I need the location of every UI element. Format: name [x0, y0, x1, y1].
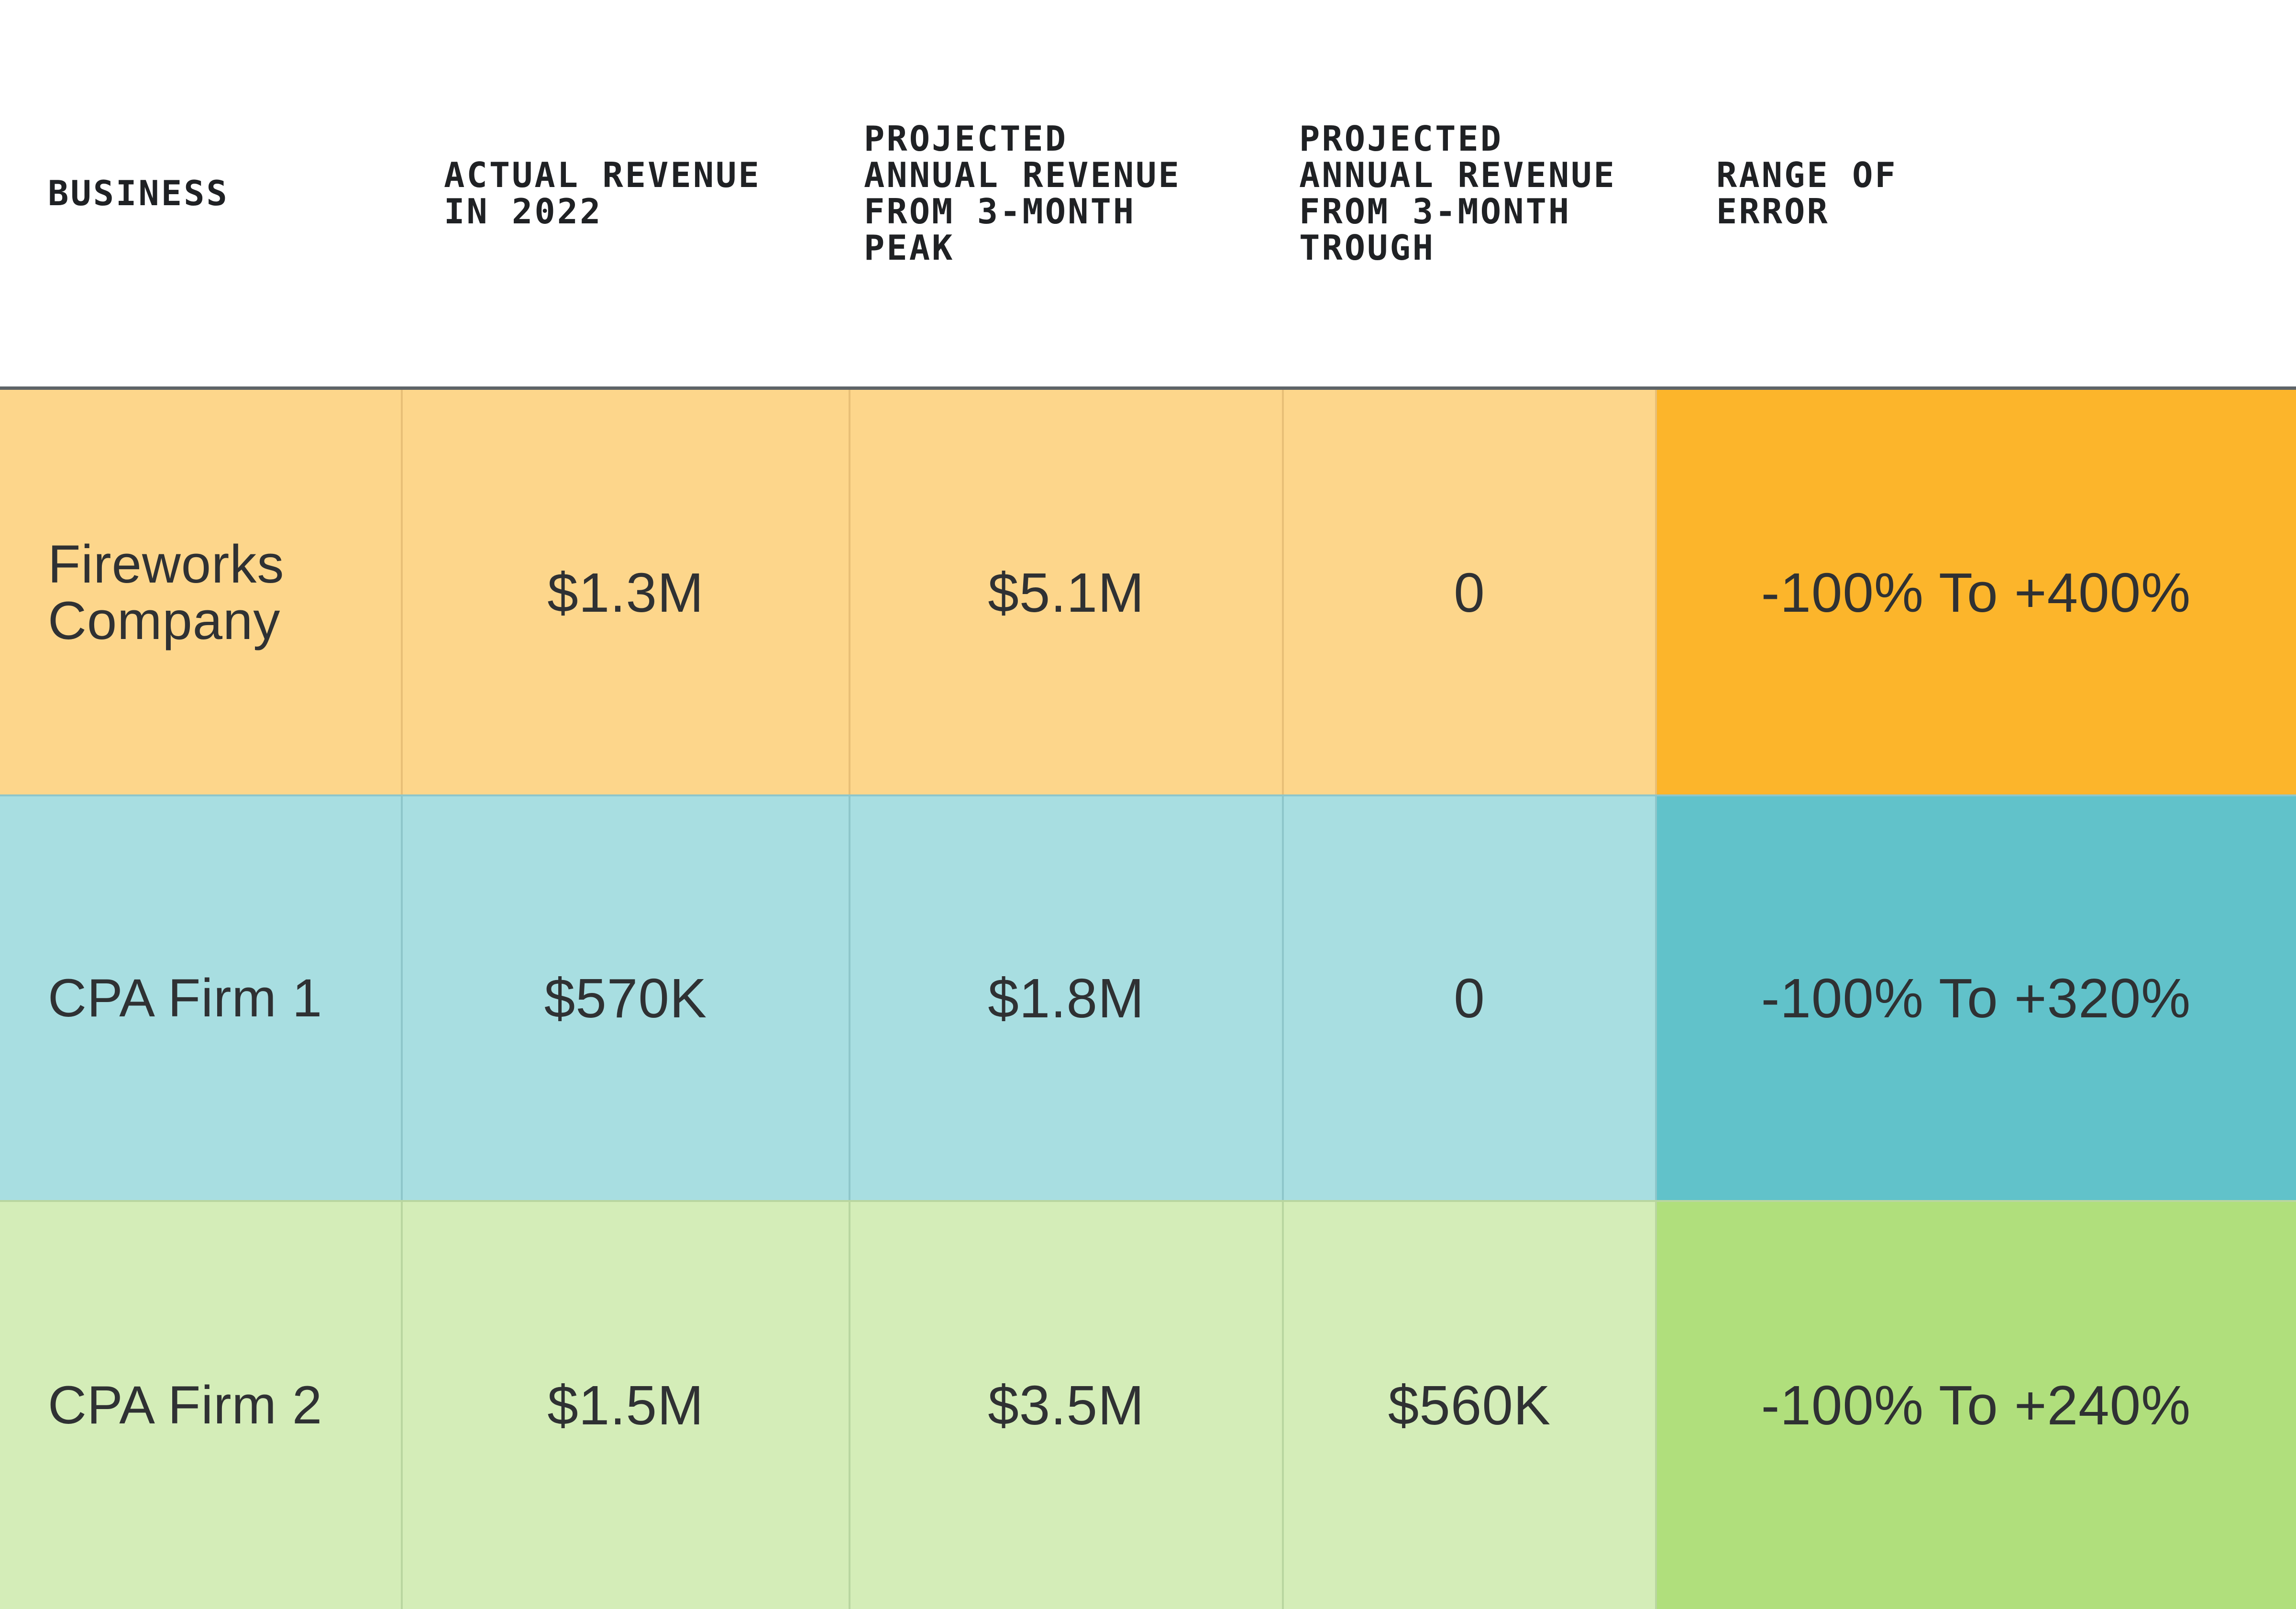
header-projected-trough: PROJECTED ANNUAL REVENUE FROM 3-MONTH TR… — [1299, 119, 1616, 268]
cell-range-of-error: -100% To +320% — [1656, 795, 2296, 1201]
cell-projected-peak: $3.5M — [988, 1374, 1145, 1436]
column-divider — [401, 390, 403, 795]
cell-range-of-error: -100% To +400% — [1656, 390, 2296, 795]
header-projected-peak: PROJECTED ANNUAL REVENUE FROM 3-MONTH PE… — [864, 119, 1181, 268]
column-divider — [1282, 795, 1284, 1201]
table-header: BUSINESS ACTUAL REVENUE IN 2022 PROJECTE… — [0, 0, 2296, 386]
cell-business: CPA Firm 2 — [48, 1375, 323, 1435]
column-divider — [1655, 390, 1657, 795]
column-divider — [1282, 390, 1284, 795]
header-business: BUSINESS — [48, 173, 229, 213]
cell-projected-peak: $1.8M — [988, 967, 1145, 1029]
cell-projected-trough: 0 — [1454, 562, 1485, 624]
row-divider — [0, 1200, 2296, 1202]
column-divider — [401, 795, 403, 1201]
column-divider — [849, 390, 850, 795]
header-range-of-error: RANGE OF ERROR — [1716, 155, 1898, 231]
table-row-cpa-firm-1: CPA Firm 1 $570K $1.8M 0 -100% To +320% — [0, 794, 2296, 1201]
cell-actual-revenue: $570K — [544, 967, 707, 1029]
cell-business: Fireworks Company — [48, 534, 285, 650]
column-divider — [1282, 1201, 1284, 1609]
column-divider — [1655, 1201, 1657, 1609]
table-row-cpa-firm-2: CPA Firm 2 $1.5M $3.5M $560K -100% To +2… — [0, 1200, 2296, 1609]
table-row-fireworks: Fireworks Company $1.3M $5.1M 0 -100% To… — [0, 390, 2296, 795]
cell-projected-trough: $560K — [1388, 1374, 1551, 1436]
cell-projected-peak: $5.1M — [988, 562, 1145, 624]
header-divider — [0, 386, 2296, 390]
column-divider — [849, 795, 850, 1201]
cell-projected-trough: 0 — [1454, 967, 1485, 1029]
column-divider — [1655, 795, 1657, 1201]
column-divider — [849, 1201, 850, 1609]
cell-actual-revenue: $1.3M — [547, 562, 704, 624]
row-divider — [0, 794, 2296, 796]
cell-range-of-error: -100% To +240% — [1656, 1201, 2296, 1609]
header-actual-revenue: ACTUAL REVENUE IN 2022 — [444, 155, 761, 231]
cell-business: CPA Firm 1 — [48, 968, 323, 1028]
cell-actual-revenue: $1.5M — [547, 1374, 704, 1436]
column-divider — [401, 1201, 403, 1609]
